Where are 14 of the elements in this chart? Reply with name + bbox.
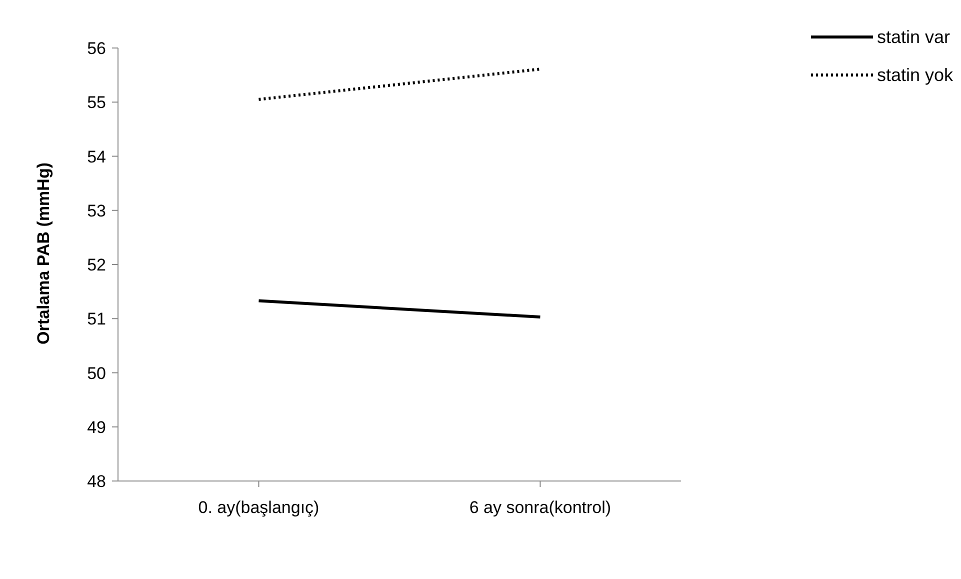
y-axis-title: Ortalama PAB (mmHg) — [34, 162, 54, 344]
y-tick-label: 54 — [87, 147, 106, 166]
y-tick-label: 53 — [87, 201, 106, 220]
legend-label: statin var — [876, 26, 950, 49]
y-tick-label: 49 — [87, 418, 106, 437]
x-tick-label: 6 ay sonra(kontrol) — [469, 498, 612, 518]
y-tick-label: 52 — [87, 256, 106, 275]
y-tick-label: 50 — [87, 364, 106, 383]
y-tick-label: 51 — [87, 310, 106, 329]
x-tick-label: 0. ay(başlangıç) — [198, 498, 320, 518]
y-tick-label: 55 — [87, 93, 106, 112]
legend-label: statin yok — [876, 64, 953, 87]
y-tick-label: 48 — [87, 472, 106, 492]
y-tick-label: 56 — [87, 39, 106, 58]
